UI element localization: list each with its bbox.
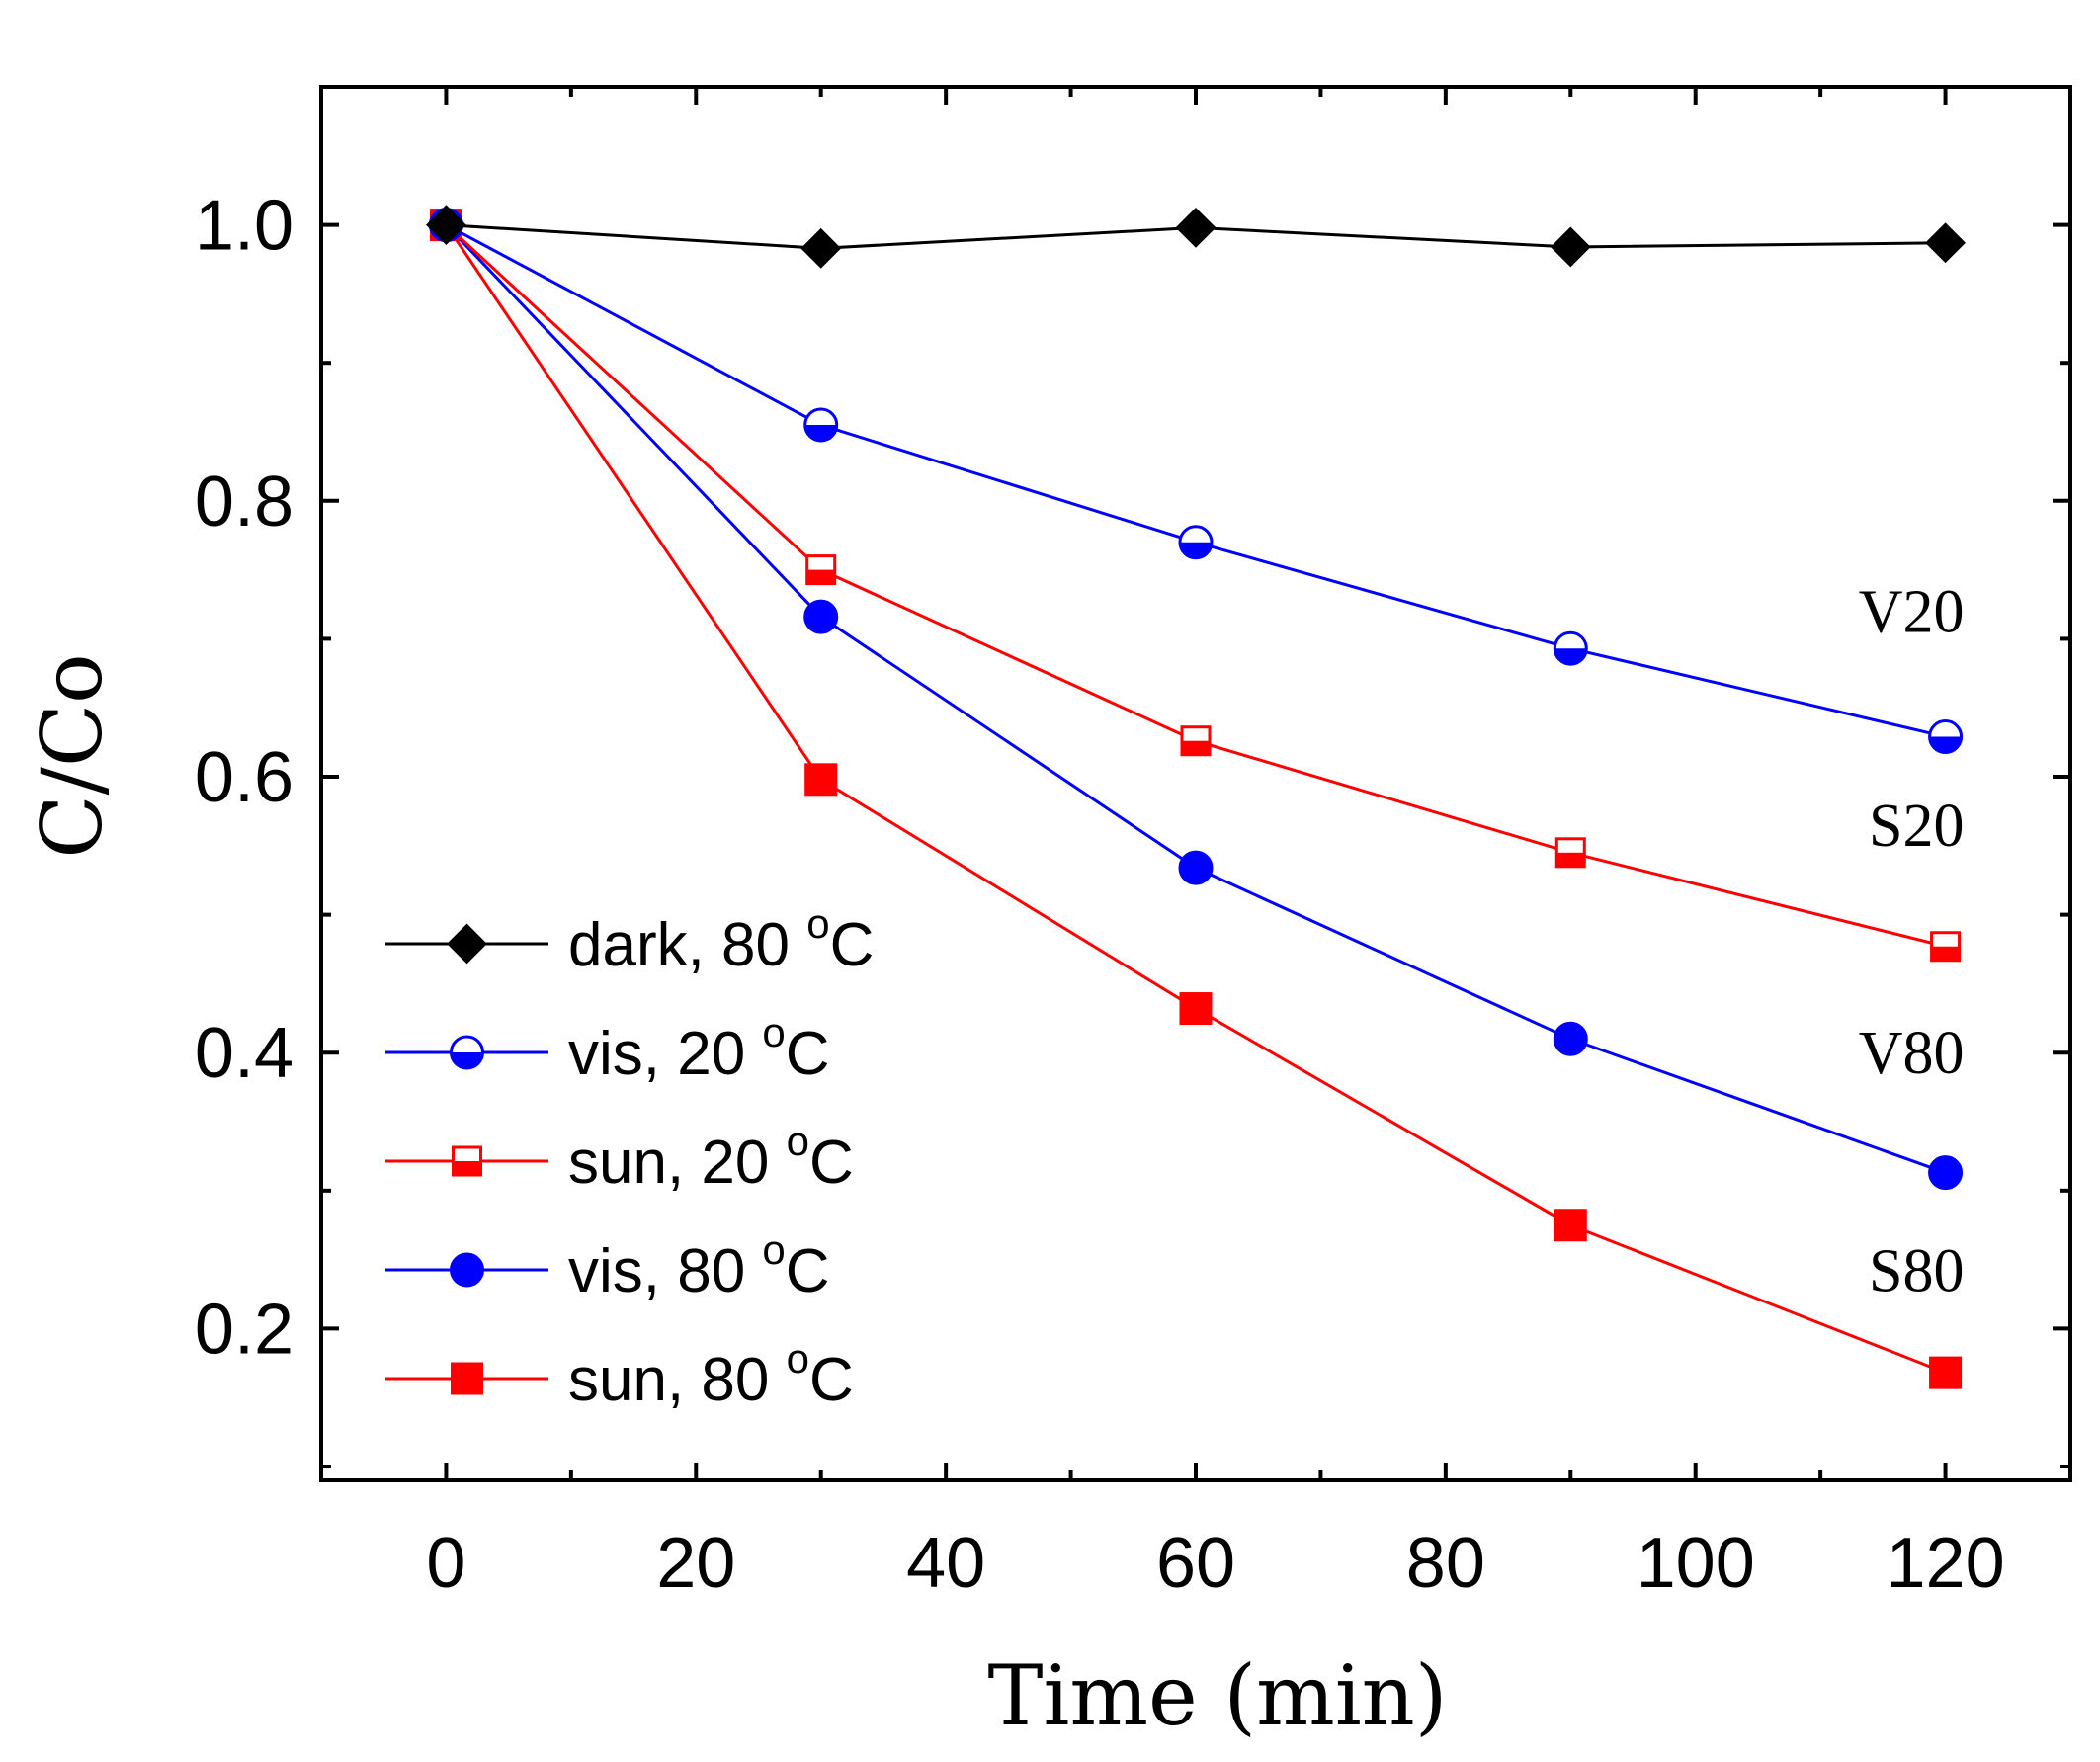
legend-unit-letter: C <box>809 1129 854 1197</box>
x-tick-label: 60 <box>1156 1524 1235 1603</box>
series-sun80 <box>429 209 1963 1389</box>
series-vis80 <box>428 208 1964 1191</box>
data-point-vis20-fill <box>804 425 837 442</box>
data-point-vis20-fill <box>1180 542 1212 558</box>
legend-marker <box>451 1362 483 1395</box>
series-layer <box>426 205 1966 1389</box>
series-line-sun80 <box>445 223 1947 1375</box>
x-tick-label: 120 <box>1887 1524 2005 1603</box>
data-point-vis80 <box>1928 1155 1964 1191</box>
legend-marker <box>452 1145 482 1177</box>
legend-marker-fill <box>451 1052 483 1068</box>
data-point-dark80 <box>1550 226 1591 268</box>
series-label-s20: S20 <box>1869 793 1964 860</box>
data-point-dark80 <box>1175 207 1217 248</box>
data-point-sun20 <box>1930 931 1962 963</box>
data-point-sun80 <box>804 763 838 797</box>
x-tick-label: 80 <box>1406 1524 1485 1603</box>
legend-item-sun80: sun, 80 oC <box>385 1335 854 1414</box>
series-line-sun20 <box>445 223 1946 949</box>
series-vis20 <box>428 208 1964 755</box>
series-sun20 <box>430 210 1962 963</box>
legend-unit-letter: C <box>786 1020 830 1088</box>
legend-unit-letter: C <box>786 1237 830 1305</box>
data-point-vis20 <box>1178 525 1214 560</box>
series-label-v80: V80 <box>1859 1020 1965 1087</box>
data-point-vis20-fill <box>1929 736 1962 753</box>
series-label-s80: S80 <box>1869 1238 1964 1305</box>
y-tick-label: 0.4 <box>195 1014 294 1093</box>
data-point-sun20-fill <box>1556 852 1585 867</box>
legend-label: vis, 20 oC <box>568 1009 830 1088</box>
legend-marker <box>447 923 487 965</box>
data-point-sun20 <box>805 554 837 586</box>
series-annotations: V20 S20 V80 S80 <box>1859 578 1965 1304</box>
legend-label: sun, 80 oC <box>568 1335 854 1414</box>
legend-marker-fill <box>453 1161 481 1175</box>
legend-unit-degree: o <box>806 900 829 947</box>
y-tick-label: 0.2 <box>195 1290 294 1369</box>
series-dark80 <box>426 205 1966 269</box>
legend-item-vis80: vis, 80 oC <box>385 1226 830 1305</box>
data-point-dark80 <box>1925 222 1966 264</box>
y-axis-title: C/Co <box>24 653 121 858</box>
legend-label: sun, 20 oC <box>568 1118 854 1197</box>
legend-unit-letter: C <box>830 911 875 979</box>
legend-unit-letter: C <box>809 1346 854 1414</box>
legend-marker <box>450 1252 484 1288</box>
x-axis-title: Time (min) <box>987 1647 1447 1744</box>
x-tick-label: 20 <box>656 1524 735 1603</box>
data-point-sun20-fill <box>1931 946 1960 961</box>
legend-label: dark, 80 oC <box>568 900 874 979</box>
data-point-vis80 <box>1178 850 1214 885</box>
data-point-vis20 <box>1928 719 1964 755</box>
x-tick-label: 0 <box>426 1524 465 1603</box>
data-point-sun80 <box>1554 1209 1587 1242</box>
legend-item-dark80: dark, 80 oC <box>385 900 874 979</box>
data-point-vis80 <box>803 599 839 634</box>
data-point-dark80 <box>426 205 466 246</box>
data-point-sun80 <box>1929 1356 1963 1389</box>
legend: dark, 80 oC vis, 20 oC sun, 20 oC vis, 80 o… <box>385 900 874 1414</box>
data-point-vis20 <box>803 407 839 443</box>
legend-item-vis20: vis, 20 oC <box>385 1009 830 1088</box>
data-point-sun20 <box>1554 837 1586 869</box>
y-tick-label: 0.6 <box>195 738 294 817</box>
data-point-vis80 <box>1553 1021 1588 1056</box>
legend-unit-degree: o <box>762 1226 785 1273</box>
axis-ticks <box>321 87 2070 1480</box>
x-tick-label: 40 <box>906 1524 985 1603</box>
data-point-sun20-fill <box>1182 740 1210 755</box>
data-point-vis20 <box>1553 630 1588 666</box>
x-tick-label: 100 <box>1637 1524 1755 1603</box>
legend-marker <box>450 1035 484 1070</box>
y-tick-labels: 0.2 0.4 0.6 0.8 1.0 <box>195 187 294 1370</box>
data-point-vis20-fill <box>1554 648 1587 665</box>
legend-unit-degree: o <box>787 1118 809 1164</box>
series-label-v20: V20 <box>1859 578 1965 645</box>
y-tick-label: 1.0 <box>195 187 294 266</box>
data-point-sun20-fill <box>806 569 835 584</box>
data-point-sun20 <box>1180 725 1212 757</box>
data-point-dark80 <box>800 227 842 269</box>
data-point-sun80 <box>1179 992 1213 1026</box>
y-tick-label: 0.8 <box>195 462 294 542</box>
legend-unit-degree: o <box>762 1009 785 1055</box>
series-line-vis20 <box>445 223 1946 738</box>
legend-label: vis, 80 oC <box>568 1226 830 1305</box>
legend-item-sun20: sun, 20 oC <box>385 1118 854 1197</box>
x-tick-labels: 0 20 40 60 80 100 120 <box>426 1524 2004 1603</box>
legend-unit-degree: o <box>787 1335 809 1382</box>
